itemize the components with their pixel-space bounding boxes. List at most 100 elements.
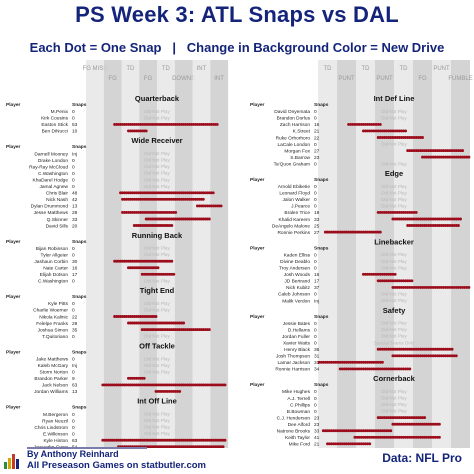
snap-dot <box>174 383 178 387</box>
snap-dot <box>450 354 454 358</box>
snap-dot <box>176 191 180 195</box>
player-name: Brandon Dorlus <box>277 116 311 122</box>
snap-dot <box>166 210 170 214</box>
player-name: Kirk Cousins <box>41 116 69 122</box>
snap-dot <box>170 389 174 393</box>
snap-dot <box>170 272 174 276</box>
snap-dot <box>399 422 403 426</box>
snap-dot <box>170 217 174 221</box>
snap-dot <box>205 204 209 208</box>
snap-dot <box>416 416 420 420</box>
snap-dot <box>174 389 178 393</box>
snap-dot <box>378 360 382 364</box>
snap-dot <box>437 422 441 426</box>
snap-dot <box>126 259 130 263</box>
snap-dot <box>174 122 178 126</box>
snap-dot <box>402 435 405 439</box>
snap-dot <box>376 367 380 371</box>
snap-dot <box>190 191 193 195</box>
snap-dot <box>448 149 452 153</box>
position-group-title: Running Back <box>132 231 183 240</box>
player-snaps: 0 <box>72 425 75 431</box>
player-snaps: 0 <box>314 116 317 122</box>
snap-dot <box>380 129 384 133</box>
did-not-play-label: Did Not Play <box>144 184 170 189</box>
snap-dot <box>450 149 454 153</box>
snap-dot <box>364 442 367 446</box>
snap-dot <box>126 122 130 126</box>
did-not-play-label: Did Not Play <box>144 171 170 176</box>
snap-dot <box>429 224 433 227</box>
snap-dot <box>138 210 142 214</box>
snap-dot <box>393 285 397 289</box>
snap-dot <box>117 122 120 126</box>
did-not-play-label: Special Teams Only <box>374 340 415 345</box>
player-name: Jordan Williams <box>34 389 68 395</box>
snap-dot <box>134 191 138 195</box>
snap-dot <box>408 217 412 221</box>
snap-dot <box>142 191 146 195</box>
snap-dot <box>404 279 408 283</box>
snap-dot <box>402 416 405 420</box>
snap-dot <box>156 328 160 332</box>
did-not-play-label: Did Not Play <box>381 402 407 407</box>
snap-dot <box>370 272 374 276</box>
did-not-play-label: Did Not Play <box>381 197 407 202</box>
snap-dot <box>126 210 130 214</box>
player-snaps: 16 <box>72 266 78 272</box>
snap-dot <box>211 122 215 126</box>
snap-dot <box>393 136 397 139</box>
snap-dot <box>152 259 156 263</box>
snap-dot <box>414 285 418 289</box>
player-name: Morgan Fox <box>284 148 310 154</box>
snap-dot <box>442 354 446 358</box>
player-snaps: 36 <box>314 347 320 353</box>
player-snaps: 30 <box>72 259 78 265</box>
drive-band <box>413 60 432 448</box>
player-name: DeAngelo Malone <box>272 223 310 229</box>
snap-dot <box>427 285 431 289</box>
snap-dot <box>421 435 424 439</box>
snap-dot <box>440 155 443 159</box>
snap-dot <box>330 429 334 433</box>
snap-dot <box>461 155 465 159</box>
snap-dot <box>355 367 359 371</box>
snap-dot <box>355 435 359 439</box>
snap-dot <box>207 328 211 332</box>
snap-dot <box>174 438 178 442</box>
snap-dot <box>431 155 435 159</box>
player-name: Tyler Allgeier <box>41 252 69 258</box>
snap-dot <box>105 383 109 387</box>
snap-dot <box>156 191 160 195</box>
column-header-snaps: Snaps <box>72 294 87 300</box>
snap-dot <box>168 224 172 227</box>
snap-dot <box>172 272 176 276</box>
snap-dot <box>156 217 160 221</box>
snap-dot <box>406 210 410 214</box>
player-name: Natrone Brooks <box>277 429 311 435</box>
snap-dot <box>376 435 380 439</box>
snap-dot <box>168 122 172 126</box>
player-name: Jamal Agnew <box>39 184 68 190</box>
snap-dot <box>425 422 429 426</box>
snap-dot <box>160 383 164 387</box>
snap-dot <box>195 122 199 126</box>
player-name: Kyle Hinton <box>43 438 68 444</box>
snap-dot <box>368 429 372 433</box>
footer-link[interactable]: All Preseason Games on statbutler.com <box>27 460 206 471</box>
snap-dot <box>330 230 334 234</box>
snap-dot <box>121 259 124 263</box>
snap-dot <box>140 321 144 325</box>
snap-dot <box>370 360 374 364</box>
snap-dot <box>154 266 158 270</box>
snap-dot <box>130 266 134 270</box>
snap-dot <box>119 191 122 195</box>
player-snaps: 33 <box>314 429 320 435</box>
snap-dot <box>391 136 395 139</box>
snap-dot <box>383 429 386 433</box>
snap-dot <box>126 376 130 380</box>
snap-dot <box>446 149 450 153</box>
snap-dot <box>385 416 389 420</box>
snap-dot <box>404 422 408 426</box>
snap-dot <box>124 315 128 318</box>
